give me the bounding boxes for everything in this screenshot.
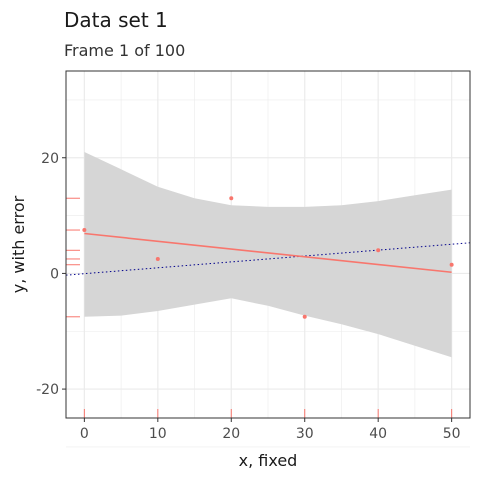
data-point [449,262,454,267]
y-tick-label: 20 [41,151,59,167]
y-axis-title: y, with error [9,195,28,293]
x-axis-title: x, fixed [239,451,298,470]
data-point [155,256,160,261]
data-point [376,248,381,253]
y-tick-label: 0 [50,266,59,282]
rug-layer [66,197,453,418]
x-tick-label: 50 [443,426,461,442]
x-tick-label: 10 [149,426,167,442]
data-point [229,196,234,201]
x-tick-label: 30 [296,426,314,442]
y-tick-label: -20 [36,382,59,398]
data-point [82,228,87,233]
x-tick-label: 40 [369,426,387,442]
confidence-band [84,152,452,358]
data-point [302,314,307,319]
x-tick-label: 0 [80,426,89,442]
chart-subtitle: Frame 1 of 100 [64,41,186,60]
chart-title: Data set 1 [64,8,168,32]
points-layer [82,196,454,319]
ticks-layer: 0 10 20 30 40 50 -20 0 20 [36,151,460,442]
panel-border [65,70,471,419]
x-tick-label: 20 [222,426,240,442]
fit-line [84,232,452,274]
